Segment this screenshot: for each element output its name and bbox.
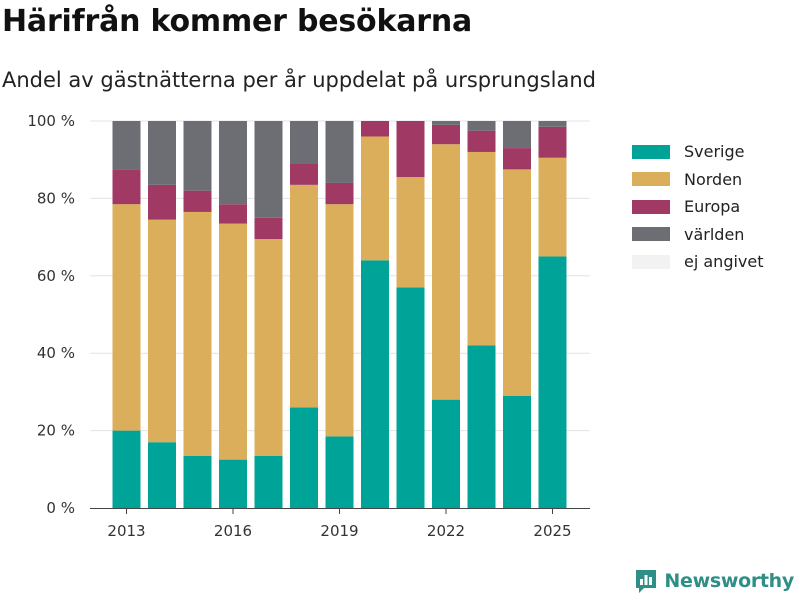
bar-segment[interactable] xyxy=(432,144,460,400)
brand-name: Newsworthy xyxy=(664,570,794,592)
x-tick-label: 2016 xyxy=(214,522,252,540)
bar-segment[interactable] xyxy=(538,126,567,158)
legend-item[interactable]: Europa xyxy=(632,193,797,221)
bar-segment[interactable] xyxy=(254,239,283,456)
bar-segment[interactable] xyxy=(325,121,354,183)
brand-logo[interactable]: Newsworthy xyxy=(634,568,794,594)
bar-segment[interactable] xyxy=(112,430,141,508)
bar-segment[interactable] xyxy=(183,211,212,456)
legend-label: Europa xyxy=(684,197,741,217)
legend-swatch xyxy=(632,199,670,214)
bar-segment[interactable] xyxy=(396,177,425,288)
bar-segment[interactable] xyxy=(254,455,283,508)
x-tick-label: 2022 xyxy=(427,522,465,540)
y-tick-label: 0 % xyxy=(46,499,75,517)
bar-segment[interactable] xyxy=(183,121,212,191)
bar-segment[interactable] xyxy=(148,184,176,220)
bar-segment[interactable] xyxy=(538,256,567,508)
legend-swatch xyxy=(632,172,670,187)
bar-segment[interactable] xyxy=(112,169,141,205)
legend-swatch xyxy=(632,227,670,242)
chart-title: Härifrån kommer besökarna xyxy=(2,4,473,39)
bar-segment[interactable] xyxy=(503,121,531,149)
legend-swatch xyxy=(632,254,670,269)
bar-segment[interactable] xyxy=(396,121,425,178)
legend-label: Norden xyxy=(684,169,743,189)
bar-segment[interactable] xyxy=(325,204,354,437)
bar-segment[interactable] xyxy=(148,121,176,185)
bar-segment[interactable] xyxy=(219,223,247,460)
legend-item[interactable]: ej angivet xyxy=(632,248,797,276)
y-tick-label: 60 % xyxy=(37,267,75,285)
axes: 0 % 20 % 40 % 60 % 80 % 100 % 2013 2016 2019 2022… xyxy=(27,112,590,540)
y-tick-label: 40 % xyxy=(37,344,75,362)
bar-segment[interactable] xyxy=(219,121,247,205)
bar-segment[interactable] xyxy=(290,184,318,408)
bar-chart-logo-icon xyxy=(636,570,657,593)
bar-segment[interactable] xyxy=(467,151,496,346)
legend-item[interactable]: Norden xyxy=(632,166,797,194)
bar-segment[interactable] xyxy=(219,459,247,508)
bar-segment[interactable] xyxy=(503,148,531,170)
bar-segment[interactable] xyxy=(503,395,531,508)
chart-legend: Sverige Norden Europa världen ej angivet xyxy=(632,138,797,276)
bar-segment[interactable] xyxy=(361,260,389,508)
bar-segment[interactable] xyxy=(254,217,283,240)
bar-segment[interactable] xyxy=(112,204,141,431)
bar-segment[interactable] xyxy=(467,345,496,508)
legend-label: Sverige xyxy=(684,142,745,162)
bar-segment[interactable] xyxy=(325,436,354,508)
y-tick-label: 20 % xyxy=(37,422,75,440)
bar-segment[interactable] xyxy=(538,157,567,257)
bar-segment[interactable] xyxy=(183,455,212,508)
legend-item[interactable]: världen xyxy=(632,221,797,249)
x-tick-label: 2019 xyxy=(320,522,358,540)
bar-segment[interactable] xyxy=(467,130,496,152)
bar-segment[interactable] xyxy=(432,124,460,145)
legend-item[interactable]: Sverige xyxy=(632,138,797,166)
bar-segment[interactable] xyxy=(290,407,318,508)
chart-subtitle: Andel av gästnätterna per år uppdelat på… xyxy=(2,68,596,92)
bar-segment[interactable] xyxy=(219,204,247,224)
bar-segment[interactable] xyxy=(432,121,460,125)
bar-segment[interactable] xyxy=(112,121,141,170)
x-tick-label: 2013 xyxy=(107,522,145,540)
bar-segment[interactable] xyxy=(467,121,496,131)
y-tick-label: 100 % xyxy=(27,112,75,130)
legend-label: ej angivet xyxy=(684,252,764,272)
bar-segment[interactable] xyxy=(503,169,531,396)
legend-swatch xyxy=(632,144,670,159)
bar-segment[interactable] xyxy=(396,287,425,508)
bar-segment[interactable] xyxy=(361,136,389,261)
bar-segment[interactable] xyxy=(538,121,567,127)
x-tick-label: 2025 xyxy=(533,522,571,540)
bar-segment[interactable] xyxy=(432,399,460,508)
bar-segment[interactable] xyxy=(183,190,212,212)
bar-segment[interactable] xyxy=(148,219,176,443)
bar-segment[interactable] xyxy=(148,442,176,508)
bars xyxy=(112,121,567,508)
bar-segment[interactable] xyxy=(325,182,354,205)
bar-segment[interactable] xyxy=(290,163,318,185)
bar-segment[interactable] xyxy=(290,121,318,164)
y-tick-label: 80 % xyxy=(37,189,75,207)
bar-segment[interactable] xyxy=(254,121,283,218)
legend-label: världen xyxy=(684,224,745,244)
bar-segment[interactable] xyxy=(361,121,389,137)
